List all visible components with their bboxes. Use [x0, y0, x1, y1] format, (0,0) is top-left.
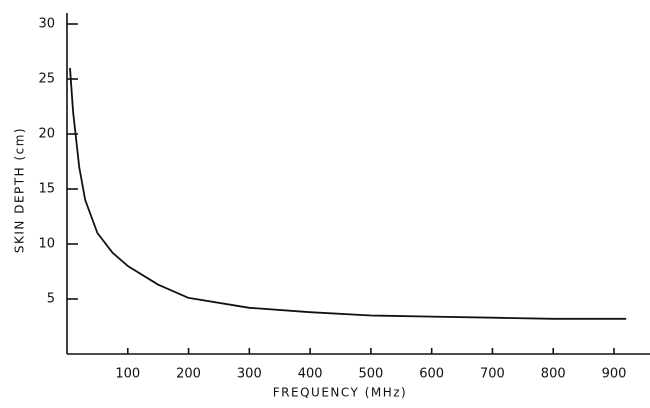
y-tick-label: 10: [38, 237, 55, 252]
x-tick-label: 300: [237, 367, 262, 382]
x-tick-label: 900: [602, 367, 627, 382]
x-tick-label: 100: [115, 367, 140, 382]
y-tick-label: 30: [38, 17, 55, 32]
x-tick-label: 800: [541, 367, 566, 382]
x-tick-label: 500: [358, 367, 383, 382]
y-axis-label: SKIN DEPTH (cm): [13, 127, 27, 253]
data-line: [69, 67, 627, 320]
y-tick-label: 15: [38, 182, 55, 197]
y-tick-label: 25: [38, 72, 55, 87]
x-tick-label: 600: [419, 367, 444, 382]
y-tick-label: 20: [38, 127, 55, 142]
x-tick-label: 200: [176, 367, 201, 382]
y-tick-label: 5: [47, 292, 55, 307]
x-tick-label: 400: [298, 367, 323, 382]
x-tick-label: 700: [480, 367, 505, 382]
x-axis-label: FREQUENCY (MHz): [273, 386, 407, 400]
